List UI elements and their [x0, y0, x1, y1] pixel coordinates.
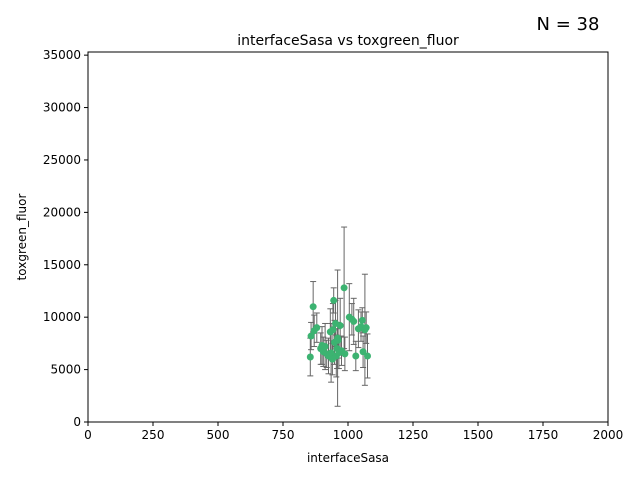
y-tick-label: 10000 [43, 310, 81, 324]
x-axis-ticks: 0 250 500 750 1000 1250 1500 1750 2000 [84, 422, 623, 442]
data-point [309, 303, 317, 311]
data-point [327, 349, 335, 357]
data-point [340, 284, 348, 292]
data-point [306, 353, 314, 361]
data-point [352, 352, 360, 360]
data-point [313, 324, 321, 332]
y-axis-ticks: 0 5000 10000 15000 20000 25000 30000 35000 [43, 48, 88, 429]
x-tick-label: 1500 [463, 428, 494, 442]
y-tick-label: 0 [73, 415, 81, 429]
data-point [364, 352, 371, 360]
y-tick-label: 35000 [43, 48, 81, 62]
plot-area [88, 52, 608, 422]
data-point [359, 348, 367, 356]
y-tick-label: 5000 [50, 363, 81, 377]
x-tick-label: 250 [142, 428, 165, 442]
y-tick-label: 30000 [43, 101, 81, 115]
data-point [329, 326, 337, 334]
plot-frame [87, 51, 609, 423]
data-point [358, 316, 366, 324]
data-point [330, 296, 338, 304]
x-tick-label: 0 [84, 428, 92, 442]
data-point [362, 324, 370, 332]
data-point [321, 343, 329, 351]
x-axis-label: interfaceSasa [307, 451, 389, 465]
x-tick-label: 1000 [333, 428, 364, 442]
y-tick-label: 20000 [43, 205, 81, 219]
data-point [341, 350, 349, 358]
data-point [307, 332, 315, 340]
y-axis-label: toxgreen_fluor [15, 194, 29, 281]
data-point [334, 336, 342, 344]
data-points [306, 284, 371, 363]
y-tick-label: 15000 [43, 258, 81, 272]
data-point [350, 317, 358, 325]
x-tick-label: 500 [207, 428, 230, 442]
sample-count-annotation: N = 38 [537, 14, 600, 35]
x-tick-label: 1750 [528, 428, 559, 442]
y-tick-label: 25000 [43, 153, 81, 167]
data-point [336, 322, 344, 330]
x-tick-label: 750 [272, 428, 295, 442]
x-tick-label: 1250 [398, 428, 429, 442]
chart-title: interfaceSasa vs toxgreen_fluor [237, 33, 459, 49]
x-tick-label: 2000 [593, 428, 624, 442]
